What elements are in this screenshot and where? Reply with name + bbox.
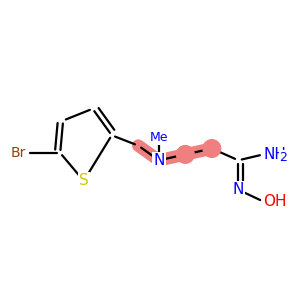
Text: N: N (153, 153, 164, 168)
Text: S: S (79, 173, 88, 188)
Text: NH: NH (263, 147, 286, 162)
Circle shape (203, 140, 221, 158)
Circle shape (176, 146, 194, 163)
Text: Me: Me (150, 131, 168, 144)
Text: Br: Br (11, 146, 26, 160)
Text: OH: OH (263, 194, 287, 209)
Text: N: N (232, 182, 244, 197)
Text: 2: 2 (280, 151, 287, 164)
